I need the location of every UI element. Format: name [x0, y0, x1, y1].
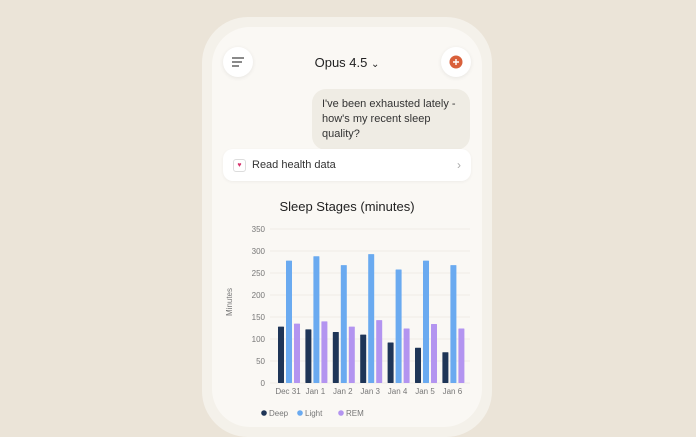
bar-light — [340, 265, 347, 383]
new-chat-button[interactable] — [441, 47, 471, 77]
bar-rem — [348, 326, 355, 383]
sleep-stages-chart: Sleep Stages (minutes) Minutes 0 50 100 150… — [225, 199, 470, 418]
x-tick-label: Jan 1 — [306, 387, 326, 396]
bar-light — [313, 256, 320, 383]
chevron-right-icon: › — [457, 158, 461, 172]
bar-deep — [442, 352, 449, 383]
y-tick-label: 200 — [252, 291, 266, 300]
menu-icon — [232, 57, 244, 67]
bar-light — [286, 260, 292, 383]
bar-deep — [387, 342, 394, 383]
legend-label: Light — [305, 409, 323, 418]
legend-marker — [297, 410, 303, 416]
bar-light — [450, 265, 457, 383]
y-tick-label: 250 — [252, 269, 266, 278]
legend-marker — [261, 410, 267, 416]
bar-light — [368, 254, 375, 383]
bar-light — [395, 269, 402, 383]
model-selector[interactable]: Opus 4.5 ⌄ — [212, 55, 482, 70]
bar-rem — [376, 320, 383, 383]
x-tick-label: Jan 4 — [388, 387, 408, 396]
bar-deep — [278, 326, 284, 383]
y-axis-label: Minutes — [225, 288, 234, 316]
bar-rem — [403, 328, 410, 383]
legend-label: Deep — [269, 409, 289, 418]
y-tick-label: 150 — [252, 313, 266, 322]
tool-call-read-health-data[interactable]: ♥ Read health data › — [223, 149, 471, 181]
menu-button[interactable] — [223, 47, 253, 77]
y-tick-label: 100 — [252, 335, 266, 344]
chevron-down-icon: ⌄ — [371, 59, 380, 70]
bar-rem — [431, 324, 437, 383]
heart-icon: ♥ — [233, 158, 246, 172]
bar-rem — [321, 321, 328, 383]
bar-deep — [360, 334, 367, 383]
y-tick-label: 50 — [256, 357, 265, 366]
new-chat-icon — [449, 55, 463, 69]
bar-deep — [332, 331, 339, 383]
x-tick-label: Dec 31 — [275, 387, 301, 396]
model-name: Opus 4.5 — [314, 55, 368, 70]
x-tick-label: Jan 5 — [415, 387, 435, 396]
legend-label: REM — [346, 409, 364, 418]
y-tick-label: 0 — [261, 379, 266, 388]
legend-marker — [338, 410, 344, 416]
user-message: I've been exhausted lately - how's my re… — [312, 89, 470, 150]
x-tick-label: Jan 6 — [443, 387, 463, 396]
tool-call-label: Read health data — [252, 159, 336, 171]
bar-light — [423, 260, 429, 383]
chart-title: Sleep Stages (minutes) — [279, 199, 414, 214]
app-screen: Opus 4.5 ⌄ I've been exhausted lately - … — [212, 27, 482, 427]
bar-rem — [458, 328, 465, 383]
x-tick-label: Jan 3 — [360, 387, 380, 396]
y-tick-label: 350 — [252, 225, 266, 234]
bar-deep — [305, 329, 312, 383]
bar-rem — [294, 323, 300, 383]
bar-deep — [415, 347, 421, 383]
x-tick-label: Jan 2 — [333, 387, 353, 396]
y-tick-label: 300 — [252, 247, 266, 256]
